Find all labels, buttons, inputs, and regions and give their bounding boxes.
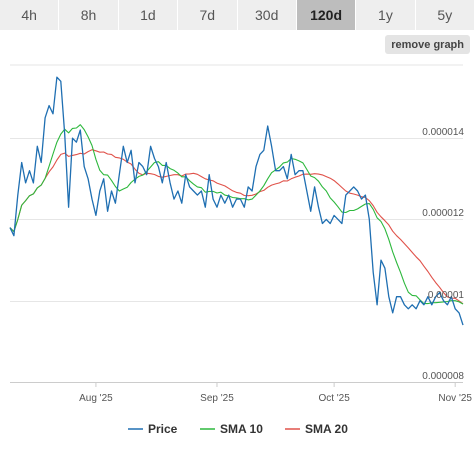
x-tick-label: Aug '25	[79, 393, 113, 404]
range-tab-120d[interactable]: 120d	[296, 0, 356, 30]
legend-label: Price	[148, 422, 178, 436]
series-line-price	[9, 76, 464, 326]
legend-item-sma20[interactable]: SMA 20	[285, 422, 348, 436]
y-tick-label: 0.000008	[422, 371, 464, 382]
x-tick-label: Nov '25	[438, 393, 472, 404]
legend[interactable]: Price SMA 10 SMA 20	[128, 422, 348, 436]
remove-graph-button[interactable]: remove graph	[385, 35, 470, 54]
y-tick-label: 0.00001	[428, 290, 465, 301]
y-axis: 0.000008 0.00001 0.000012 0.000014	[422, 127, 464, 382]
y-tick-label: 0.000012	[422, 208, 464, 219]
series-lines	[9, 76, 464, 326]
grid	[10, 64, 463, 383]
x-axis: Aug '25 Sep '25 Oct '25 Nov '25	[79, 382, 472, 404]
legend-label: SMA 20	[305, 422, 348, 436]
range-tabs: 4h 8h 1d 7d 30d 120d 1y 5y	[0, 0, 474, 30]
series-line-sma20	[9, 149, 464, 305]
legend-item-price[interactable]: Price	[128, 422, 178, 436]
range-tab-8h[interactable]: 8h	[59, 0, 118, 30]
legend-item-sma10[interactable]: SMA 10	[200, 422, 263, 436]
range-tab-4h[interactable]: 4h	[0, 0, 59, 30]
legend-label: SMA 10	[220, 422, 263, 436]
y-tick-label: 0.000014	[422, 127, 464, 138]
range-tab-30d[interactable]: 30d	[237, 0, 296, 30]
range-tab-7d[interactable]: 7d	[178, 0, 237, 30]
range-tab-1d[interactable]: 1d	[118, 0, 178, 30]
range-tab-5y[interactable]: 5y	[415, 0, 474, 30]
range-tab-1y[interactable]: 1y	[356, 0, 415, 30]
x-tick-label: Sep '25	[200, 393, 234, 404]
x-tick-label: Oct '25	[318, 393, 350, 404]
series-line-sma10	[9, 124, 464, 305]
